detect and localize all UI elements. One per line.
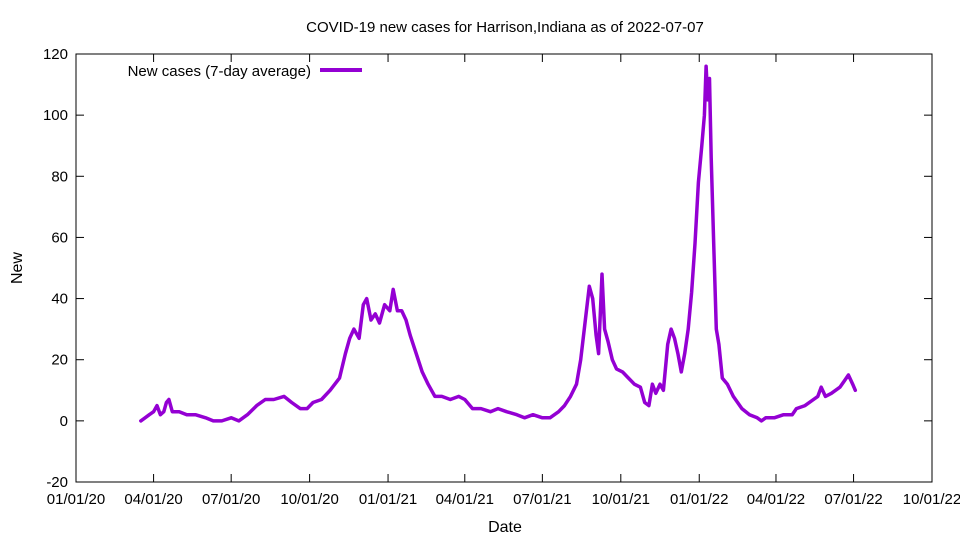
y-tick-label: 0 [60,413,68,430]
x-tick-label: 04/01/20 [124,491,182,508]
legend-label: New cases (7-day average) [128,63,311,80]
y-tick-label: 120 [43,46,68,63]
y-tick-label: 100 [43,107,68,124]
x-tick-label: 10/01/21 [592,491,650,508]
y-tick-label: 60 [51,229,68,246]
y-tick-label: 80 [51,168,68,185]
series-line [139,64,858,423]
x-tick-label: 07/01/21 [513,491,571,508]
x-tick-label: 01/01/21 [359,491,417,508]
y-axis-label: New [9,252,26,284]
y-tick-label: 20 [51,352,68,369]
legend: New cases (7-day average) [128,63,362,80]
y-tick-label: 40 [51,291,68,308]
chart-title: COVID-19 new cases for Harrison,Indiana … [306,19,704,36]
plot-frame [75,53,933,483]
x-tick-label: 07/01/20 [202,491,260,508]
series-group [139,64,858,423]
x-tick-label: 04/01/22 [747,491,805,508]
x-tick-label: 07/01/22 [824,491,882,508]
x-axis-label: Date [488,519,522,536]
tick-labels: -20 0 20 40 60 80 100 120 01/01/20 04/01/20 07/01/… [43,46,960,508]
x-tick-label: 01/01/22 [670,491,728,508]
x-tick-label: 10/01/22 [903,491,960,508]
x-tick-label: 10/01/20 [280,491,338,508]
y-tick-label: -20 [46,474,68,491]
x-tick-label: 01/01/20 [47,491,105,508]
x-tick-label: 04/01/21 [436,491,494,508]
